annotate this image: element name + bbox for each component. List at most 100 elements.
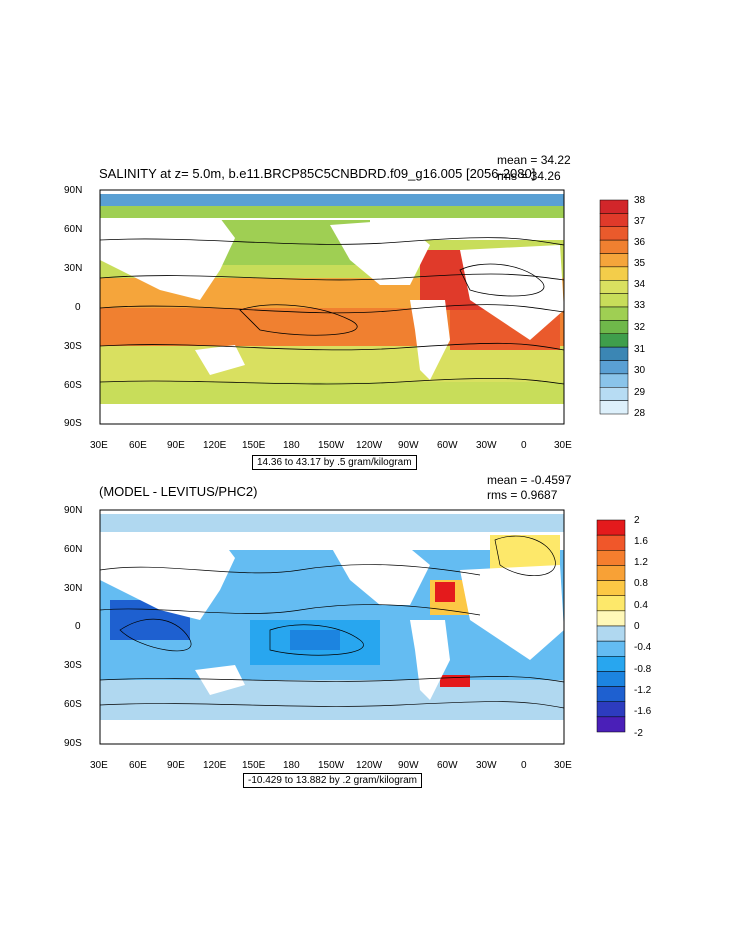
bottom-cb-label-0-4: 0.4 xyxy=(634,600,648,611)
bottom-xlabel-30e-right: 30E xyxy=(554,760,572,771)
top-xlabel-150w: 150W xyxy=(318,440,345,451)
bottom-xlabel-180: 180 xyxy=(283,760,300,771)
bottom-xlabel-150w: 150W xyxy=(318,760,345,771)
bottom-cb-label-1-2: 1.2 xyxy=(634,557,648,568)
top-xlabel-30w: 30W xyxy=(476,440,497,451)
top-colorbar-swatch-6 xyxy=(599,280,629,294)
top-xlabel-30e: 30E xyxy=(90,440,108,451)
bottom-ylabel-60s: 60S xyxy=(64,699,82,710)
bottom-colorbar-swatch-5 xyxy=(596,595,626,612)
top-colorbar-swatch-12 xyxy=(599,360,629,375)
top-contour-info: 14.36 to 43.17 by .5 gram/kilogram xyxy=(252,455,417,470)
top-cb-label-38: 38 xyxy=(634,195,646,206)
bottom-colorbar-swatch-6 xyxy=(596,610,626,627)
top-xlabel-30e-right: 30E xyxy=(554,440,572,451)
bottom-ylabel-90s: 90S xyxy=(64,738,82,749)
top-xlabel-90e: 90E xyxy=(167,440,185,451)
top-cb-label-28: 28 xyxy=(634,408,646,419)
bottom-colorbar xyxy=(596,519,626,733)
top-colorbar-swatch-5 xyxy=(599,266,629,281)
bottom-colorbar-swatch-11 xyxy=(596,686,626,702)
bottom-ylabel-30n: 30N xyxy=(64,583,83,594)
top-colorbar-swatch-15 xyxy=(599,400,629,415)
top-ylabel-60s: 60S xyxy=(64,380,82,391)
top-map xyxy=(99,189,565,425)
top-ylabel-60n: 60N xyxy=(64,224,83,235)
bottom-cb-label-1-6: 1.6 xyxy=(634,536,648,547)
top-ylabel-30s: 30S xyxy=(64,341,82,352)
bottom-contour-info: -10.429 to 13.882 by .2 gram/kilogram xyxy=(243,773,422,788)
bottom-cb-label-m1-2: -1.2 xyxy=(634,685,652,696)
bottom-cb-label-0-8: 0.8 xyxy=(634,578,648,589)
bottom-map xyxy=(99,509,565,745)
bottom-colorbar-swatch-12 xyxy=(596,701,626,718)
top-xlabel-60e: 60E xyxy=(129,440,147,451)
top-colorbar-swatch-0 xyxy=(599,199,629,214)
bottom-colorbar-swatch-4 xyxy=(596,580,626,596)
top-colorbar xyxy=(599,199,629,415)
top-mean-label: mean = 34.22 xyxy=(497,153,571,167)
bottom-ylabel-90n: 90N xyxy=(64,505,83,516)
bottom-xlabel-60e: 60E xyxy=(129,760,147,771)
top-cb-label-35: 35 xyxy=(634,258,646,269)
top-xlabel-120w: 120W xyxy=(356,440,383,451)
bottom-xlabel-90e: 90E xyxy=(167,760,185,771)
top-colorbar-swatch-8 xyxy=(599,306,629,321)
top-cb-label-37: 37 xyxy=(634,216,646,227)
top-colorbar-swatch-9 xyxy=(599,320,629,334)
bottom-xlabel-60w: 60W xyxy=(437,760,458,771)
bottom-cb-label-m0-8: -0.8 xyxy=(634,664,652,675)
bottom-ylabel-60n: 60N xyxy=(64,544,83,555)
top-ylabel-0: 0 xyxy=(75,302,81,313)
bottom-colorbar-swatch-8 xyxy=(596,640,626,657)
top-rms-label: rms = 34.26 xyxy=(497,169,561,183)
top-xlabel-120e: 120E xyxy=(203,440,227,451)
bottom-xlabel-90w: 90W xyxy=(398,760,419,771)
top-colorbar-swatch-14 xyxy=(599,387,629,401)
bottom-cb-label-0: 0 xyxy=(634,621,640,632)
bottom-ylabel-0: 0 xyxy=(75,621,81,632)
bottom-xlabel-0: 0 xyxy=(521,760,527,771)
bottom-cb-label-m1-6: -1.6 xyxy=(634,706,652,717)
bottom-colorbar-swatch-3 xyxy=(596,565,626,581)
top-cb-label-34: 34 xyxy=(634,279,646,290)
top-xlabel-180: 180 xyxy=(283,440,300,451)
top-cb-label-36: 36 xyxy=(634,237,646,248)
bottom-xlabel-150e: 150E xyxy=(242,760,266,771)
bottom-colorbar-swatch-7 xyxy=(596,625,626,642)
top-xlabel-60w: 60W xyxy=(437,440,458,451)
bottom-xlabel-120e: 120E xyxy=(203,760,227,771)
top-cb-label-31: 31 xyxy=(634,344,646,355)
bottom-cb-label-m0-4: -0.4 xyxy=(634,642,652,653)
top-panel-title: SALINITY at z= 5.0m, b.e11.BRCP85C5CNBDR… xyxy=(99,166,536,181)
bottom-colorbar-swatch-1 xyxy=(596,534,626,551)
top-colorbar-swatch-7 xyxy=(599,293,629,308)
top-cb-label-30: 30 xyxy=(634,365,646,376)
top-xlabel-0: 0 xyxy=(521,440,527,451)
top-cb-label-29: 29 xyxy=(634,387,646,398)
bottom-ylabel-30s: 30S xyxy=(64,660,82,671)
top-colorbar-swatch-1 xyxy=(599,213,629,227)
top-colorbar-swatch-4 xyxy=(599,253,629,268)
bottom-xlabel-120w: 120W xyxy=(356,760,383,771)
top-xlabel-90w: 90W xyxy=(398,440,419,451)
top-ylabel-90s: 90S xyxy=(64,418,82,429)
top-cb-label-32: 32 xyxy=(634,322,646,333)
bottom-rms-label: rms = 0.9687 xyxy=(487,488,558,502)
bottom-xlabel-30w: 30W xyxy=(476,760,497,771)
top-cb-label-33: 33 xyxy=(634,300,646,311)
top-colorbar-swatch-3 xyxy=(599,239,629,254)
top-ylabel-90n: 90N xyxy=(64,185,83,196)
bottom-colorbar-swatch-9 xyxy=(596,656,626,672)
bottom-cb-label-m2: -2 xyxy=(634,728,643,739)
bottom-colorbar-swatch-10 xyxy=(596,671,626,687)
bottom-cb-label-2: 2 xyxy=(634,515,640,526)
bottom-colorbar-swatch-2 xyxy=(596,550,626,566)
top-colorbar-swatch-2 xyxy=(599,226,629,241)
bottom-mean-label: mean = -0.4597 xyxy=(487,473,572,487)
bottom-colorbar-swatch-0 xyxy=(596,519,626,536)
top-colorbar-swatch-13 xyxy=(599,373,629,388)
bottom-colorbar-swatch-13 xyxy=(596,716,626,733)
bottom-xlabel-30e: 30E xyxy=(90,760,108,771)
top-colorbar-swatch-11 xyxy=(599,346,629,361)
